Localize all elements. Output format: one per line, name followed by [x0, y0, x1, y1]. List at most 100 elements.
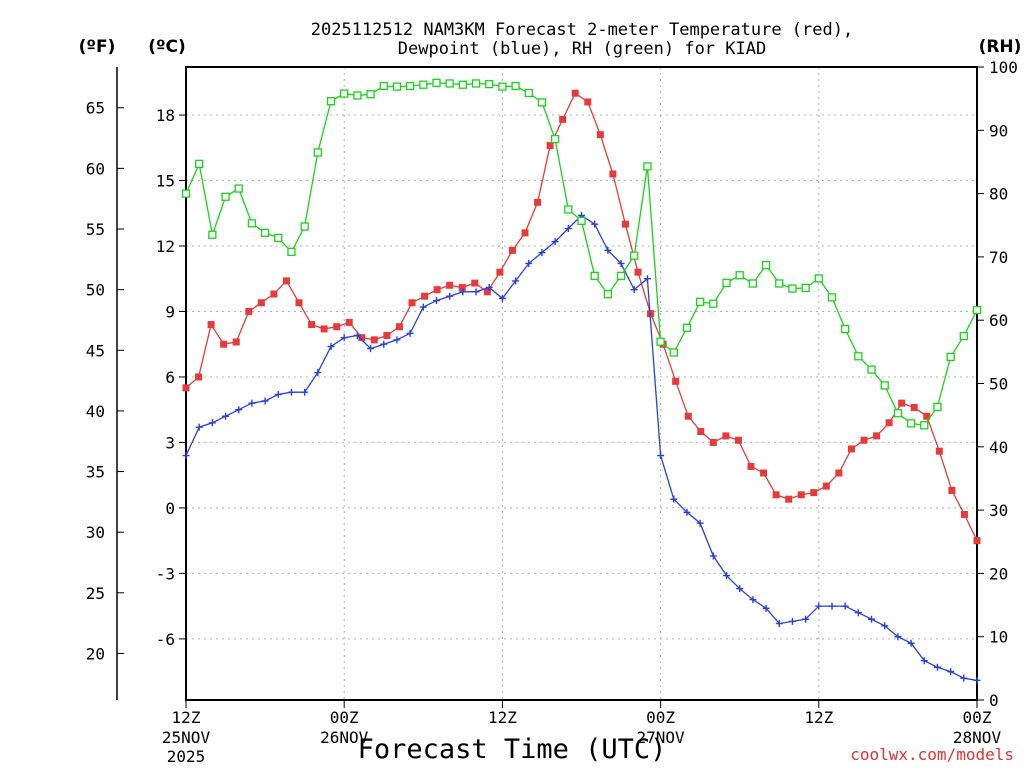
- 2-meter-dewpoint-point: [643, 275, 651, 283]
- 2-meter-dewpoint-point: [736, 585, 744, 593]
- 2-meter-dewpoint-point: [446, 292, 454, 300]
- 2-meter-dewpoint-point: [367, 345, 375, 353]
- fahrenheit-tick-label: 25: [86, 584, 105, 603]
- relative-humidity-point: [722, 278, 731, 288]
- relative-humidity-point: [445, 79, 454, 88]
- relative-humidity-point: [590, 271, 599, 281]
- 2-meter-temperature-point: [295, 299, 303, 307]
- 2-meter-dewpoint-point: [261, 397, 269, 405]
- 2-meter-dewpoint-point: [828, 602, 836, 610]
- 2-meter-temperature-point: [534, 198, 542, 206]
- relative-humidity-line: [185, 82, 978, 426]
- 2-meter-temperature-point: [634, 268, 642, 276]
- celsius-tick-label: 15: [156, 172, 175, 191]
- celsius-tick-label: 12: [156, 237, 175, 256]
- 2-meter-dewpoint-point: [894, 633, 902, 641]
- 2-meter-dewpoint-point: [591, 220, 599, 228]
- 2-meter-dewpoint-point: [248, 399, 256, 407]
- 2-meter-dewpoint-point: [696, 519, 704, 527]
- relative-humidity-point: [340, 89, 349, 98]
- relative-humidity-point: [630, 251, 639, 260]
- relative-humidity-point: [353, 91, 362, 100]
- fahrenheit-tick-label: 55: [86, 220, 105, 239]
- relative-humidity-point: [247, 219, 257, 228]
- relative-humidity-point: [550, 135, 560, 144]
- rh-tick-label: 80: [989, 185, 1008, 204]
- relative-humidity-point: [841, 324, 850, 334]
- 2-meter-temperature-point: [508, 246, 516, 254]
- relative-humidity-point: [735, 271, 744, 280]
- 2-meter-temperature-point: [220, 340, 228, 348]
- 2-meter-dewpoint-point: [406, 329, 414, 337]
- relative-humidity-point: [260, 228, 270, 237]
- 2-meter-temperature-point: [960, 510, 968, 518]
- 2-meter-dewpoint-point: [920, 657, 928, 665]
- 2-meter-temperature-point: [898, 399, 906, 407]
- 2-meter-temperature-point: [182, 384, 190, 392]
- 2-meter-temperature-point: [207, 321, 215, 329]
- relative-humidity-point: [208, 230, 217, 239]
- relative-humidity-point: [603, 290, 613, 299]
- axis-ticks: 1815129630-3-665605550454035302520100908…: [86, 58, 1018, 766]
- rh-tick-label: 0: [989, 691, 999, 710]
- 2-meter-temperature-point: [458, 283, 466, 291]
- 2-meter-dewpoint-point: [762, 604, 770, 612]
- relative-humidity-point: [682, 323, 692, 332]
- 2-meter-dewpoint-point: [564, 225, 572, 233]
- 2-meter-temperature-point: [948, 486, 956, 494]
- relative-humidity-point: [906, 419, 916, 428]
- relative-humidity-point: [656, 337, 665, 346]
- 2-meter-temperature-point: [734, 436, 742, 444]
- 2-meter-dewpoint-point: [630, 286, 638, 294]
- 2-meter-temperature-point: [408, 299, 416, 307]
- relative-humidity-point: [405, 81, 415, 91]
- 2-meter-temperature-point: [333, 323, 341, 331]
- celsius-tick-label: -6: [156, 630, 175, 649]
- relative-humidity-point: [326, 97, 336, 106]
- relative-humidity-point: [379, 81, 388, 91]
- 2-meter-temperature-point: [785, 495, 793, 503]
- relative-humidity-point: [893, 409, 903, 418]
- 2-meter-dewpoint-point: [723, 572, 731, 580]
- relative-humidity-point: [524, 88, 533, 98]
- celsius-tick-label: 6: [165, 368, 175, 387]
- plot-frame: [185, 66, 978, 701]
- 2-meter-dewpoint-point: [933, 663, 941, 671]
- 2-meter-dewpoint-point: [802, 615, 810, 623]
- relative-humidity-point: [801, 283, 810, 293]
- 2-meter-dewpoint-point: [498, 294, 506, 302]
- 2-meter-temperature-point: [559, 115, 567, 123]
- x-tick-time-label: 00Z: [330, 708, 359, 727]
- 2-meter-dewpoint-point: [775, 620, 783, 628]
- rh-tick-label: 50: [989, 375, 1008, 394]
- relative-humidity-point: [854, 352, 863, 361]
- gridlines: [185, 67, 978, 700]
- 2-meter-dewpoint-point: [208, 419, 216, 427]
- 2-meter-dewpoint-point: [749, 596, 757, 604]
- relative-humidity-point: [458, 80, 468, 89]
- 2-meter-dewpoint-point: [604, 246, 612, 254]
- 2-meter-temperature-point: [873, 432, 881, 440]
- 2-meter-dewpoint-point: [538, 249, 546, 257]
- x-tick-time-label: 12Z: [804, 708, 833, 727]
- fahrenheit-tick-label: 50: [86, 281, 105, 300]
- 2-meter-temperature-point: [810, 489, 818, 497]
- data-series: [181, 78, 982, 684]
- 2-meter-temperature-point: [483, 288, 491, 296]
- 2-meter-dewpoint-point: [235, 406, 243, 414]
- 2-meter-temperature-point: [358, 334, 366, 342]
- 2-meter-temperature-point: [383, 331, 391, 339]
- 2-meter-dewpoint-point: [973, 676, 981, 684]
- relative-humidity-point: [616, 271, 626, 281]
- 2-meter-temperature-point: [910, 404, 918, 412]
- 2-meter-temperature-point: [446, 281, 454, 289]
- 2-meter-temperature-point: [433, 286, 441, 294]
- 2-meter-temperature-point: [496, 268, 504, 276]
- 2-meter-dewpoint-point: [947, 668, 955, 676]
- 2-meter-temperature-point: [257, 299, 265, 307]
- relative-humidity-point: [920, 421, 929, 430]
- celsius-tick-label: 3: [165, 433, 175, 452]
- 2-meter-dewpoint-point: [327, 342, 335, 350]
- 2-meter-temperature-point: [584, 98, 592, 106]
- 2-meter-dewpoint-point: [854, 609, 862, 617]
